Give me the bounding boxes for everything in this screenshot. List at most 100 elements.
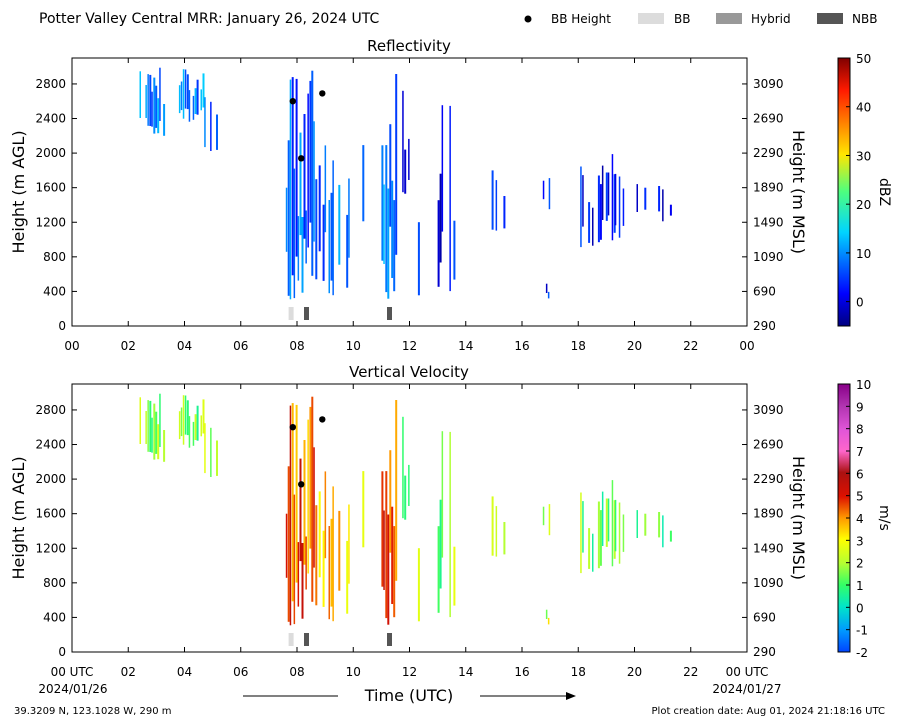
echo-column [216,114,218,150]
echo-column [662,515,664,548]
y2-tick-label: 290 [753,319,776,333]
x-tick-label: 06 [233,339,248,353]
echo-column [408,138,410,180]
echo-column [599,510,602,566]
echo-column [622,188,625,226]
y2-tick-label: 690 [753,610,776,624]
velocity-y2label: Height (m MSL) [789,456,808,580]
echo-column [297,542,300,607]
echo-column [194,88,197,114]
y-tick-label: 2400 [35,112,66,126]
echo-column [289,405,292,626]
echo-column [328,200,330,294]
x-tick-label: 18 [571,665,586,679]
colorbar-tick-label: 7 [856,445,864,459]
x-tick-label: 10 [346,665,361,679]
y2-tick-label: 1090 [753,576,784,590]
echo-column [200,89,202,111]
y-tick-label: 1600 [35,181,66,195]
echo-column [491,170,494,230]
echo-column [159,393,161,447]
echo-column [309,406,312,549]
echo-column [611,154,614,241]
echo-column [157,424,160,460]
colorbar-tick-label: 50 [856,52,871,66]
echo-column [147,400,149,452]
echo-column [404,149,407,194]
echo-column [545,283,548,293]
echo-column [387,188,390,299]
legend-bb-height-label: BB Height [551,12,611,26]
echo-column [381,145,384,261]
colorbar-tick-label: 8 [856,423,864,437]
legend-bb-label: BB [674,12,690,26]
echo-column [313,121,315,242]
echo-column [669,204,672,216]
echo-column [503,522,506,555]
colorbar-tick-label: 6 [856,467,864,481]
x-tick-label: 22 [683,339,698,353]
x-tick-label: 10 [346,339,361,353]
x-tick-label: 16 [514,339,529,353]
echo-column [383,184,385,264]
echo-column [607,172,610,216]
reflectivity-axes: 00 02 04 06 08 10 12 14 16 18 20 22 0004008001200160… [35,58,784,353]
reflectivity-title: Reflectivity [367,37,451,55]
echo-column [592,207,594,246]
bb-height-point [298,481,305,488]
colorbar-tick-label: 3 [856,534,864,548]
velocity-title: Vertical Velocity [349,363,469,381]
echo-column [362,471,365,548]
bb-type-marker-bb [288,633,294,646]
echo-column [301,543,304,619]
x-tick-label: 04 [177,665,192,679]
echo-column [417,222,420,296]
echo-column [315,505,318,606]
echo-column [599,184,602,240]
y2-tick-label: 3090 [753,77,784,91]
colorbar-tick-label: -2 [856,646,868,660]
echo-column [303,114,306,239]
x-tick-label: 04 [177,339,192,353]
echo-column [636,510,638,538]
echo-column [149,400,152,452]
echo-column [381,471,384,587]
echo-column [153,403,156,460]
x-tick-label: 12 [402,339,417,353]
echo-column [605,498,608,547]
colorbar-tick-label: 9 [856,400,864,414]
echo-column [184,69,187,109]
echo-column [346,540,349,614]
echo-column [285,513,288,578]
echo-column [408,464,410,506]
reflectivity-ylabel: Height (m AGL) [9,130,28,253]
echo-column [157,98,160,134]
echo-column [307,419,309,574]
figure-title: Potter Valley Central MRR: January 26, 2… [39,11,379,27]
bb-type-marker-nbb [304,633,309,646]
echo-column [322,530,325,607]
echo-column [184,395,187,435]
echo-column [291,403,294,602]
echo-column [404,475,407,520]
echo-column [186,74,189,110]
echo-column [439,173,442,263]
y2-tick-label: 1490 [753,541,784,555]
echo-column [391,506,394,604]
echo-column [618,502,621,564]
bb-type-marker-nbb [387,633,392,646]
legend-hybrid-label: Hybrid [751,12,791,26]
echo-column [402,90,404,193]
echo-column [178,411,181,440]
echo-column [588,528,591,569]
y-tick-label: 1200 [35,215,66,229]
colorbar-tick-label: 1 [856,579,864,593]
reflectivity-colorbar-ticks: 0 10 20 30 40 50 [846,52,871,310]
y-tick-label: 400 [43,284,66,298]
echo-column [395,400,398,581]
colorbar-tick-label: 0 [856,601,864,615]
echo-column [605,172,608,221]
echo-column [151,91,153,127]
x-tick-label: 06 [233,665,248,679]
echo-column [389,450,392,553]
